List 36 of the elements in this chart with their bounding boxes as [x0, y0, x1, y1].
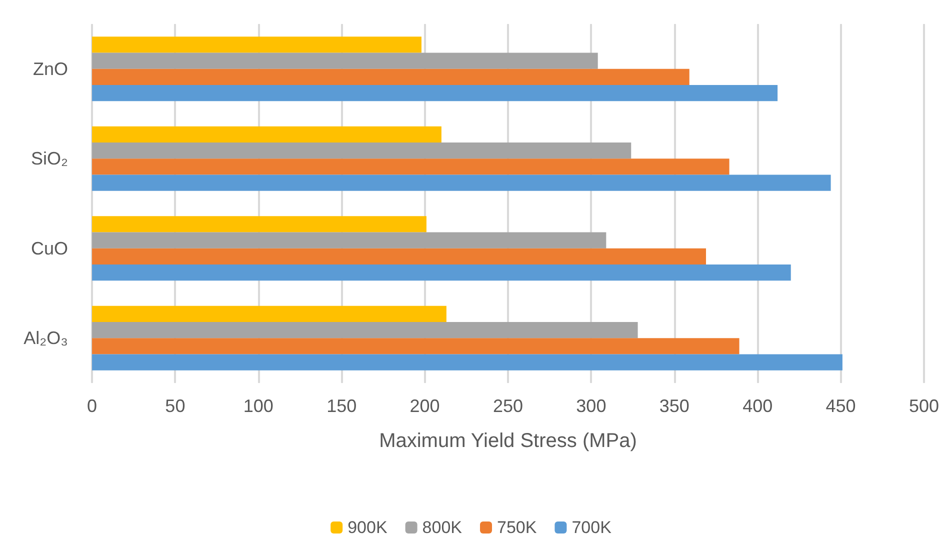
x-tick-label: 500 [908, 396, 940, 416]
y-tick-label: CuO [30, 238, 68, 258]
x-axis-title: Maximum Yield Stress (MPa) [379, 430, 637, 452]
x-tick-label: 250 [492, 396, 524, 416]
bar [92, 216, 426, 232]
bar [92, 142, 632, 159]
bar [92, 338, 740, 354]
legend-label: 800K [422, 518, 463, 537]
bar [92, 306, 446, 322]
bar [92, 232, 606, 248]
x-tick-label: 300 [576, 396, 606, 416]
bar [92, 264, 791, 281]
bar [92, 174, 831, 191]
bar [92, 52, 598, 69]
x-tick-label: 350 [659, 396, 690, 416]
bar [92, 354, 842, 370]
bar [92, 158, 730, 175]
legend-label: 750K [497, 518, 538, 537]
x-tick-label: 450 [826, 396, 856, 416]
x-tick-label: 150 [326, 396, 357, 416]
legend-label: 900K [348, 518, 388, 537]
legend-label: 700K [572, 518, 612, 537]
x-tick-label: 400 [742, 396, 773, 416]
x-tick-label: 50 [165, 396, 186, 416]
bar [92, 322, 638, 338]
x-tick-label: 100 [243, 396, 274, 416]
y-tick-label: Al₂O₃ [24, 328, 68, 348]
bar [92, 126, 442, 142]
bar [92, 248, 706, 265]
bar [92, 85, 778, 102]
bar [92, 68, 690, 86]
bar [92, 36, 422, 53]
x-tick-label: 0 [86, 396, 98, 416]
x-tick-label: 200 [410, 396, 440, 416]
y-tick-label: SiO₂ [31, 148, 68, 169]
y-tick-label: ZnO [32, 58, 68, 79]
